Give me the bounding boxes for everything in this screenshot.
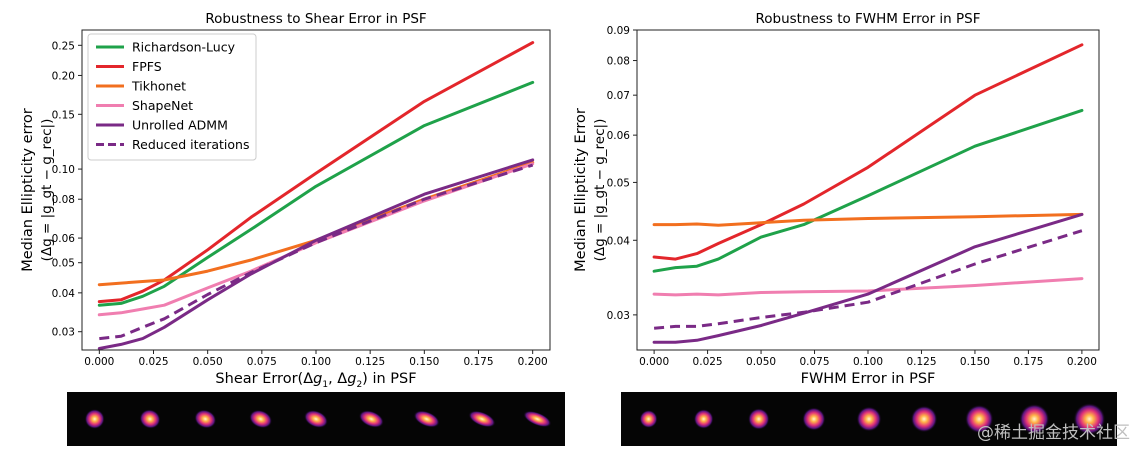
psf-blob <box>523 410 552 428</box>
y-tick-label: 0.06 <box>52 233 76 245</box>
x-tick-label: 0.025 <box>693 356 723 368</box>
psf-blob <box>468 410 496 428</box>
y-tick-label: 0.05 <box>607 177 630 189</box>
x-tick-label: 0.000 <box>84 356 114 368</box>
y-tick-label: 0.07 <box>607 90 630 102</box>
fwhm-psf-strip <box>621 392 1117 446</box>
series-line-unrolled-admm <box>652 212 1084 344</box>
y-tick-label: 0.08 <box>52 194 75 206</box>
y-tick-label: 0.06 <box>607 130 631 142</box>
psf-blob <box>639 410 658 428</box>
legend-label: Unrolled ADMM <box>132 118 228 133</box>
psf-blob <box>139 409 161 429</box>
shear-chart-ylabel: Median Ellipticity error <box>20 108 36 272</box>
legend-label: Reduced iterations <box>132 137 249 152</box>
y-tick-label: 0.04 <box>52 288 76 300</box>
x-tick-label: 0.200 <box>1067 356 1097 368</box>
series-line-shapenet <box>97 162 535 317</box>
x-tick-label: 0.175 <box>1013 356 1043 368</box>
series-line-tikhonet <box>97 161 535 287</box>
shear-chart-legend: Richardson-Lucy FPFS Tikhonet ShapeNet Unrol… <box>87 33 257 161</box>
y-tick-label: 0.05 <box>52 258 75 270</box>
y-tick-label: 0.04 <box>607 235 631 247</box>
x-tick-label: 0.150 <box>409 356 439 368</box>
psf-blob <box>249 409 273 429</box>
shear-chart-title: Robustness to Shear Error in PSF <box>205 11 426 27</box>
legend-label: Richardson-Lucy <box>132 40 236 55</box>
psf-blob <box>194 409 217 429</box>
series-line-unrolled-admm <box>97 158 535 350</box>
x-tick-label: 0.050 <box>746 356 776 368</box>
psf-blob <box>693 409 714 429</box>
series-line-tikhonet <box>652 212 1084 227</box>
shear-psf-strip <box>67 392 565 446</box>
psf-blob <box>748 408 770 430</box>
shear-chart-ylabel-formula: (Δg = |g_gt − g_rec|) <box>39 119 55 262</box>
x-tick-label: 0.075 <box>799 356 829 368</box>
psf-blob <box>358 410 384 428</box>
fwhm-chart-xlabel: FWHM Error in PSF <box>801 371 936 387</box>
watermark-text: @稀土掘金技术社区 <box>977 423 1130 443</box>
psf-blob <box>304 410 328 428</box>
x-tick-label: 0.125 <box>906 356 936 368</box>
psf-blob <box>1019 403 1050 435</box>
y-tick-label: 0.10 <box>52 164 75 176</box>
y-tick-label: 0.03 <box>52 327 75 339</box>
fwhm-chart-ylabel: Median Ellipticity Error <box>573 108 589 272</box>
series-line-shapenet <box>652 277 1084 297</box>
series-line-richardson-lucy <box>652 108 1084 273</box>
psf-blob <box>413 410 440 428</box>
y-tick-label: 0.20 <box>52 70 75 82</box>
y-tick-label: 0.03 <box>607 310 630 322</box>
y-tick-label: 0.25 <box>52 40 75 52</box>
series-line-reduced-iterations <box>653 229 1083 330</box>
fwhm-chart-title: Robustness to FWHM Error in PSF <box>755 11 980 27</box>
psf-blob <box>964 404 994 434</box>
psf-blob <box>84 409 105 429</box>
psf-blob <box>802 407 826 431</box>
shear-chart-xlabel: Shear Error(Δg1, Δg2) in PSF <box>215 371 416 390</box>
fwhm-chart-ylabel-formula: (Δg = |g_gt − g_rec|) <box>592 119 608 262</box>
x-tick-label: 0.125 <box>355 356 385 368</box>
series-line-richardson-lucy <box>97 80 535 307</box>
x-tick-label: 0.100 <box>853 356 883 368</box>
legend-label: Tikhonet <box>131 79 186 94</box>
fwhm-chart: Robustness to FWHM Error in PSF 0.000 0.0… <box>573 11 1100 387</box>
psf-blob <box>1073 403 1106 435</box>
x-tick-label: 0.075 <box>247 356 277 368</box>
legend-label: FPFS <box>132 59 162 74</box>
x-tick-label: 0.175 <box>463 356 493 368</box>
shear-chart: Robustness to Shear Error in PSF 0.000 0.… <box>20 11 551 390</box>
y-tick-label: 0.15 <box>52 109 75 121</box>
series-line-fpfs <box>652 43 1084 261</box>
legend-box <box>87 33 257 161</box>
x-tick-label: 0.200 <box>518 356 548 368</box>
x-tick-label: 0.025 <box>138 356 168 368</box>
x-tick-label: 0.150 <box>960 356 990 368</box>
series-line-reduced-iterations <box>99 163 534 341</box>
y-tick-label: 0.08 <box>607 56 630 68</box>
x-tick-label: 0.000 <box>639 356 669 368</box>
series-line-fpfs <box>97 41 535 304</box>
legend-label: ShapeNet <box>132 98 193 113</box>
psf-blob <box>856 406 882 432</box>
x-tick-label: 0.050 <box>193 356 223 368</box>
y-tick-label: 0.09 <box>607 25 630 37</box>
x-tick-label: 0.100 <box>301 356 331 368</box>
psf-blob <box>910 405 938 433</box>
